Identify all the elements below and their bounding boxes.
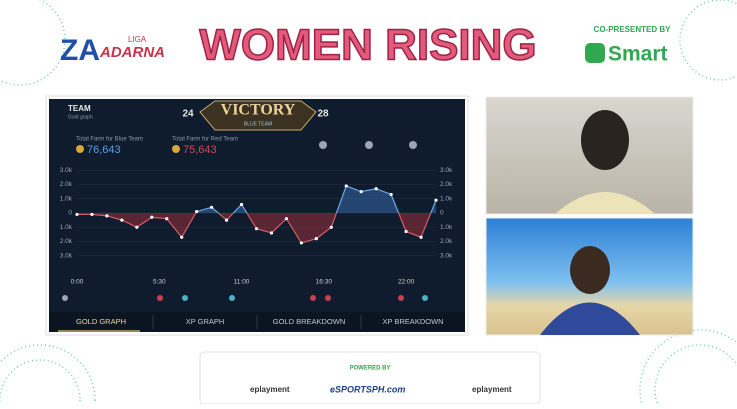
tab: GOLD BREAKDOWN <box>273 317 346 326</box>
footer-card <box>199 351 541 405</box>
gold-point <box>150 215 154 219</box>
gold-point <box>404 229 408 234</box>
tab: XP BREAKDOWN <box>382 317 443 326</box>
gold-point <box>434 198 438 202</box>
y-tick-label: 0 <box>68 210 72 217</box>
gold-point <box>75 212 79 217</box>
gold-point <box>224 218 229 222</box>
gold-point <box>359 190 363 194</box>
x-tick-label: 16:30 <box>316 279 333 286</box>
sponsor-3: eplayment <box>472 385 512 394</box>
red-kills: 28 <box>317 109 329 120</box>
x-tick-label: 0:00 <box>71 279 84 286</box>
sponsor-logo <box>585 43 605 63</box>
gold-point <box>195 209 199 214</box>
y-tick-label: 1.0k <box>60 224 73 231</box>
gold-point <box>254 227 259 231</box>
gold-point <box>299 241 303 245</box>
gold-point <box>419 235 423 239</box>
gold-point <box>374 187 378 191</box>
sponsor-2: eSPORTSPH.com <box>330 384 405 394</box>
x-tick-label: 11:00 <box>234 279 250 286</box>
event-title: WOMEN RISING <box>199 21 536 70</box>
y-tick-label: 1.0k <box>60 195 73 202</box>
gold-point <box>239 202 244 207</box>
tab: GOLD GRAPH <box>76 317 126 326</box>
team-label: TEAM <box>68 104 91 113</box>
gold-point <box>180 235 184 239</box>
y-tick-label: 2.0k <box>60 238 73 245</box>
league-mark: ZA <box>60 34 100 67</box>
y-tick-label: 2.0k <box>60 181 73 188</box>
team-sub: Gold graph <box>68 114 93 120</box>
y-tick-label: 2.0k <box>440 181 453 188</box>
y-tick-label: 3.0k <box>440 252 453 259</box>
gold-point <box>269 231 274 235</box>
victory-badge <box>199 100 317 131</box>
x-tick-label: 5:30 <box>153 279 166 286</box>
coin <box>76 145 84 153</box>
person-1-body <box>555 192 655 214</box>
result-sub: BLUE TEAM <box>244 121 272 127</box>
y-tick-label: 2.0k <box>440 238 453 245</box>
tab: XP GRAPH <box>186 317 225 326</box>
person-1 <box>581 110 629 170</box>
person-2-body <box>540 302 640 335</box>
gold-point <box>389 192 393 197</box>
red-farm: 75,643 <box>183 144 217 156</box>
league-name: ADARNA <box>99 44 165 61</box>
y-tick-label: 0 <box>440 210 444 217</box>
gold-point <box>165 217 169 221</box>
co-presented: CO-PRESENTED BY <box>594 25 672 34</box>
area-above <box>77 185 436 213</box>
gold-point <box>344 184 348 188</box>
red-farm-label: Total Farm for Red Team <box>172 137 238 143</box>
blue-farm-label: Total Farm for Blue Team <box>76 137 143 143</box>
blue-farm: 76,643 <box>87 144 121 156</box>
gold-point <box>105 214 109 218</box>
gold-point <box>210 205 214 209</box>
y-tick-label: 1.0k <box>440 195 453 202</box>
gold-point <box>135 225 139 229</box>
sponsor-name: Smart <box>608 43 668 66</box>
y-tick-label: 3.0k <box>60 252 73 259</box>
coin <box>172 145 180 153</box>
powered-by: POWERED BY <box>349 366 390 372</box>
result: VICTORY <box>221 102 296 119</box>
league-top: LIGA <box>128 35 147 44</box>
y-tick-label: 3.0k <box>440 167 453 174</box>
x-tick-label: 22:00 <box>398 279 415 286</box>
game-panel <box>49 99 465 332</box>
gold-point <box>120 218 124 222</box>
objective-icons <box>62 141 428 301</box>
blue-kills: 24 <box>182 109 194 120</box>
sponsor-1: eplayment <box>250 385 290 394</box>
person-2 <box>570 246 610 294</box>
gold-point <box>90 212 94 217</box>
gold-point <box>284 217 289 221</box>
y-tick-label: 1.0k <box>440 224 453 231</box>
y-tick-label: 3.0k <box>60 167 73 174</box>
gold-point <box>314 237 318 241</box>
gold-point <box>329 225 333 229</box>
